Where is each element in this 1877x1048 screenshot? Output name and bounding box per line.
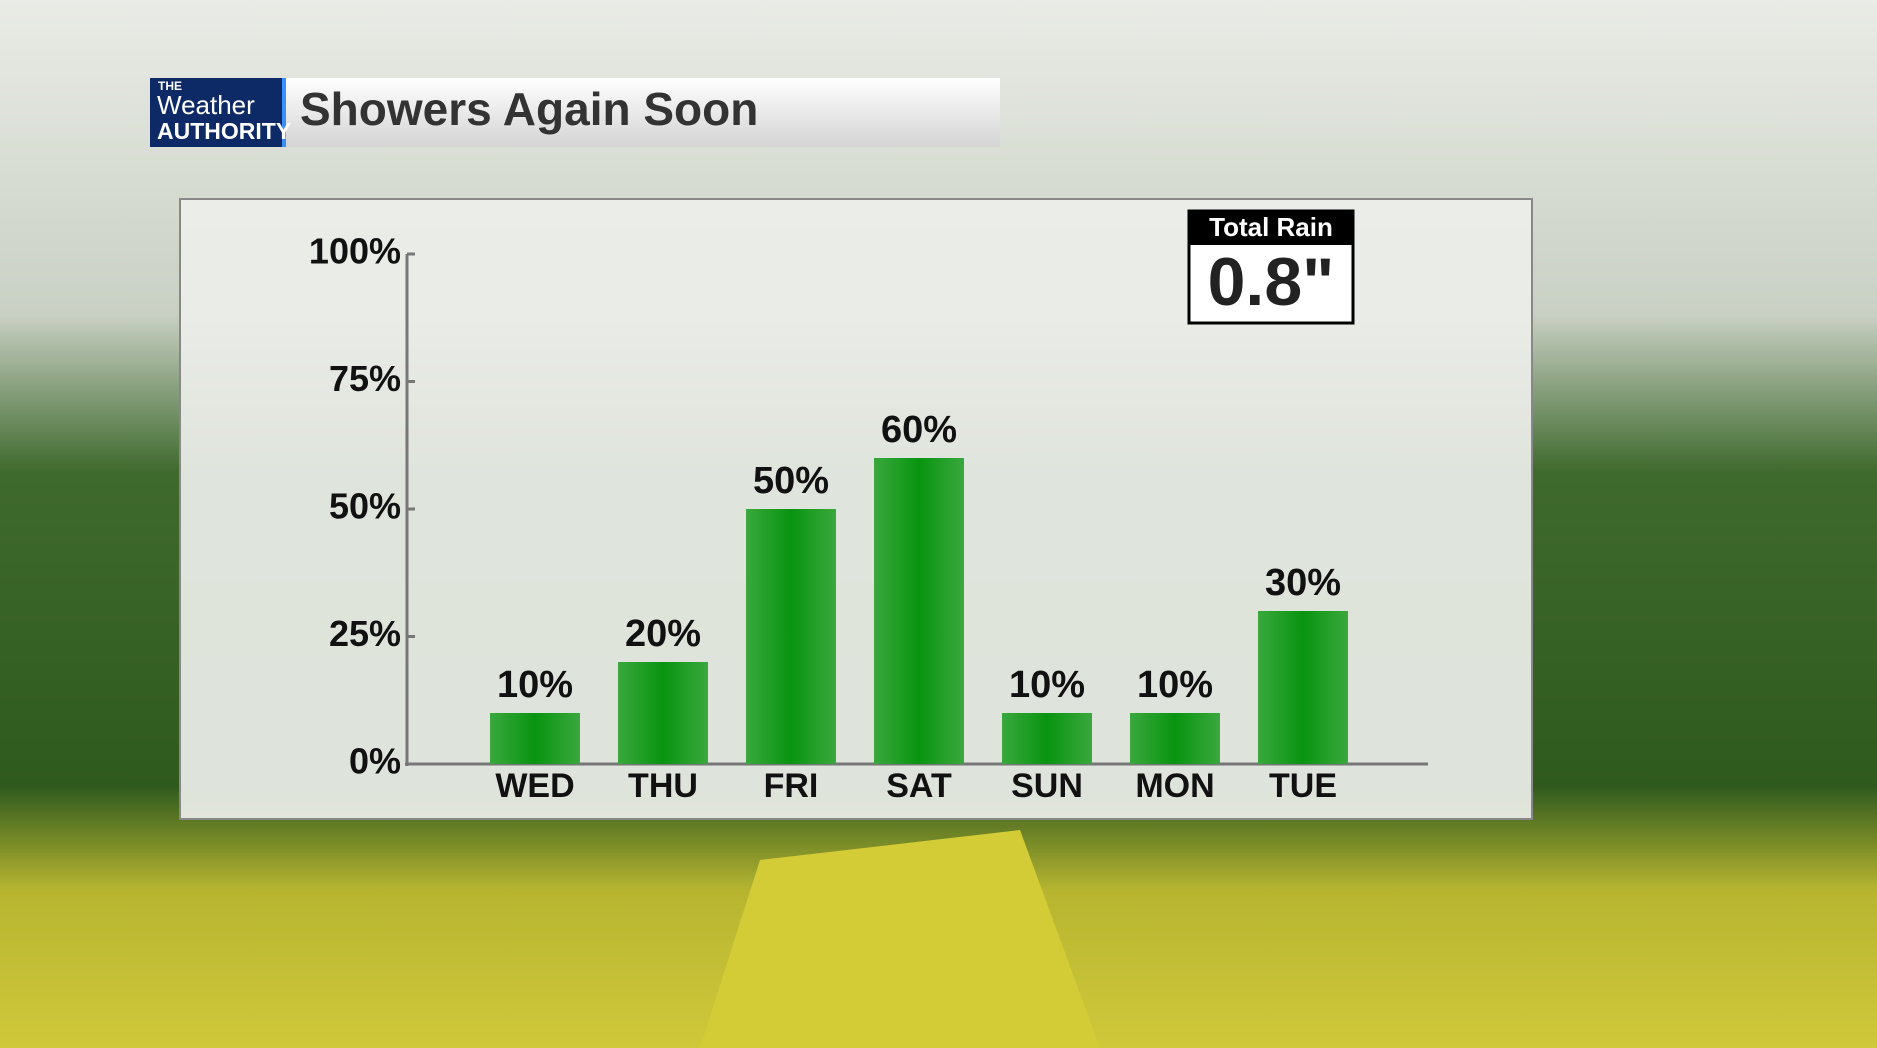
bar: [618, 662, 708, 764]
value-label: 20%: [625, 613, 701, 655]
field: [700, 830, 1100, 1048]
y-tick-label: 100%: [309, 231, 401, 272]
bar: [1002, 713, 1092, 764]
value-label: 10%: [1137, 664, 1213, 706]
total-rain-header: [1189, 211, 1353, 245]
y-tick-label: 50%: [329, 486, 401, 527]
x-tick-label: SUN: [1011, 767, 1083, 805]
bar: [746, 509, 836, 764]
x-tick-label: SAT: [886, 767, 952, 805]
x-tick-label: THU: [628, 767, 698, 805]
total-rain-value: 0.8": [1208, 244, 1335, 320]
value-label: 50%: [753, 460, 829, 502]
logo-text: THE: [158, 79, 182, 93]
x-tick-label: FRI: [764, 767, 819, 805]
total-rain-label: Total Rain: [1209, 212, 1333, 242]
value-label: 10%: [1009, 664, 1085, 706]
title-bar: [150, 78, 1000, 147]
x-tick-label: WED: [495, 767, 574, 805]
y-tick-label: 0%: [349, 741, 401, 782]
bar: [1258, 611, 1348, 764]
y-tick-label: 75%: [329, 358, 401, 399]
value-label: 10%: [497, 664, 573, 706]
logo-text: AUTHORITY: [157, 118, 291, 144]
logo-text: Weather: [157, 90, 255, 120]
x-tick-label: MON: [1135, 767, 1214, 805]
y-tick-label: 25%: [329, 613, 401, 654]
chart-title: Showers Again Soon: [300, 83, 758, 135]
x-tick-label: TUE: [1269, 767, 1337, 805]
bar: [1130, 713, 1220, 764]
bar: [490, 713, 580, 764]
value-label: 60%: [881, 409, 957, 451]
bar: [874, 458, 964, 764]
logo-box: [150, 78, 285, 147]
logo-accent: [282, 78, 286, 147]
value-label: 30%: [1265, 562, 1341, 604]
